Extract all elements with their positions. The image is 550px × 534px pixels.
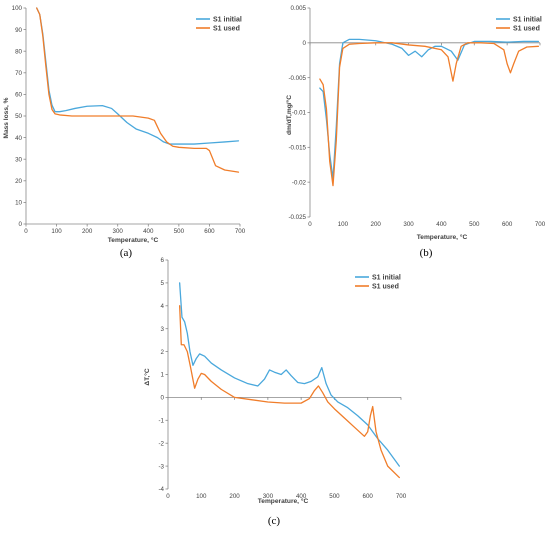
chart-c-axes: 0 100 200 300 400 500 600 700 -4 -3 -2 -1 0 1 2 3 4 5 6 <box>158 257 406 500</box>
chart-b-y-tick-label: -0.02 <box>292 179 307 186</box>
chart-c-y-tick-label: 2 <box>161 349 165 356</box>
chart-b-series <box>319 38 540 187</box>
chart-a-legend: S1 initial S1 used <box>196 16 242 32</box>
chart-c-panel-label: (c) <box>268 515 281 527</box>
chart-c-series <box>178 282 400 479</box>
chart-c: 0 100 200 300 400 500 600 700 -4 -3 -2 -1 0 1 2 3 4 5 6 Te… <box>143 257 407 527</box>
chart-b-y-tick-label: -0.01 <box>292 110 307 117</box>
chart-a-y-tick-label: 90 <box>15 27 22 34</box>
chart-b-x-tick-label: 100 <box>338 221 349 228</box>
chart-a-x-tick-label: 700 <box>235 228 246 235</box>
chart-b-legend: S1 initial S1 used <box>496 16 542 32</box>
chart-a-y-tick-label: 80 <box>15 48 22 55</box>
chart-c-y-tick-label: 3 <box>161 326 165 333</box>
chart-a-x-axis-title: Temperature, °C <box>108 236 159 244</box>
chart-b-x-tick-label: 200 <box>371 221 382 228</box>
chart-c-x-tick-label: 200 <box>229 493 240 500</box>
chart-c-y-tick-label: -1 <box>158 418 164 425</box>
chart-a-y-axis-title: Mass loss, % <box>3 97 10 138</box>
chart-a: 0 100 200 300 400 500 600 700 0 10 20 30 40 50 60 70 80 9… <box>3 5 246 259</box>
chart-b-x-tick-label: 400 <box>436 221 447 228</box>
chart-a-x-tick-label: 300 <box>113 228 124 235</box>
chart-a-y-tick-label: 70 <box>15 70 22 77</box>
chart-b-x-tick-label: 300 <box>403 221 414 228</box>
chart-b-y-tick-label: -0.025 <box>288 214 306 221</box>
chart-a-panel-label: (a) <box>120 247 133 259</box>
chart-b-x-tick-label: 0 <box>308 221 312 228</box>
chart-a-x-tick-label: 600 <box>204 228 215 235</box>
chart-c-y-tick-label: 4 <box>161 303 165 310</box>
chart-a-series-s1-used-line <box>36 7 240 173</box>
chart-c-y-tick-label: -4 <box>158 486 164 493</box>
chart-a-x-tick-label: 500 <box>174 228 185 235</box>
chart-a-x-tick-label: 100 <box>51 228 62 235</box>
chart-b-axes: 0 100 200 300 400 500 600 700 -0.025 -0.02 -0.015 -… <box>288 5 545 228</box>
chart-b-panel-label: (b) <box>420 247 433 259</box>
chart-a-x-tick-label: 400 <box>143 228 154 235</box>
chart-c-legend-label: S1 used <box>372 283 399 290</box>
chart-a-y-tick-label: 10 <box>15 200 22 207</box>
chart-c-x-axis-title: Temperature, °C <box>258 497 309 505</box>
chart-c-x-tick-label: 600 <box>363 493 374 500</box>
chart-b: 0 100 200 300 400 500 600 700 -0.025 -0.02 -0.015 -… <box>285 5 546 259</box>
chart-c-y-tick-label: 1 <box>161 372 165 379</box>
chart-c-legend-label: S1 initial <box>372 274 401 281</box>
chart-a-y-tick-label: 20 <box>15 178 22 185</box>
chart-c-y-tick-label: -2 <box>158 440 164 447</box>
chart-b-series-s1-initial-line <box>319 38 540 180</box>
chart-c-x-tick-label: 0 <box>166 493 170 500</box>
chart-c-x-tick-label: 400 <box>296 493 307 500</box>
chart-b-y-tick-label: -0.005 <box>288 75 306 82</box>
chart-a-y-tick-label: 0 <box>19 221 23 228</box>
chart-c-series-s1-used-line <box>178 305 400 479</box>
chart-a-legend-label: S1 initial <box>213 16 242 23</box>
chart-c-y-tick-label: 0 <box>161 395 165 402</box>
chart-c-y-tick-label: -3 <box>158 463 164 470</box>
chart-c-x-tick-label: 100 <box>196 493 207 500</box>
chart-c-x-tick-label: 700 <box>396 493 407 500</box>
chart-b-y-axis-title: dm/dT,mg/°C <box>285 95 293 135</box>
chart-a-y-tick-label: 60 <box>15 92 22 99</box>
chart-a-y-tick-label: 30 <box>15 156 22 163</box>
chart-b-y-tick-label: 0.005 <box>291 5 307 12</box>
chart-b-legend-label: S1 used <box>513 25 540 32</box>
chart-c-x-tick-label: 300 <box>263 493 274 500</box>
chart-b-y-tick-label: 0 <box>303 40 307 47</box>
chart-b-series-s1-used-line <box>319 42 540 187</box>
chart-c-x-tick-label: 500 <box>329 493 340 500</box>
chart-a-x-tick-label: 0 <box>24 228 28 235</box>
chart-a-y-tick-label: 40 <box>15 135 22 142</box>
chart-c-legend: S1 initial S1 used <box>355 274 401 290</box>
chart-a-x-tick-label: 200 <box>82 228 93 235</box>
chart-b-y-tick-label: -0.015 <box>288 145 306 152</box>
chart-b-legend-label: S1 initial <box>513 16 542 23</box>
chart-a-legend-label: S1 used <box>213 25 240 32</box>
chart-a-series <box>36 7 240 173</box>
chart-c-y-axis-title: ΔT,°C <box>143 368 151 386</box>
chart-c-y-tick-label: 5 <box>161 280 165 287</box>
chart-c-series-s1-initial-line <box>178 282 400 467</box>
chart-b-x-tick-label: 600 <box>502 221 513 228</box>
chart-b-x-tick-label: 700 <box>535 221 546 228</box>
chart-a-y-tick-label: 50 <box>15 113 22 120</box>
chart-b-x-tick-label: 500 <box>469 221 480 228</box>
chart-b-x-axis-title: Temperature, °C <box>417 233 468 241</box>
chart-a-axes: 0 100 200 300 400 500 600 700 0 10 20 30 40 50 60 70 80 9… <box>12 5 246 235</box>
chart-c-y-tick-label: 6 <box>161 257 165 264</box>
chart-a-y-tick-label: 100 <box>12 5 23 12</box>
